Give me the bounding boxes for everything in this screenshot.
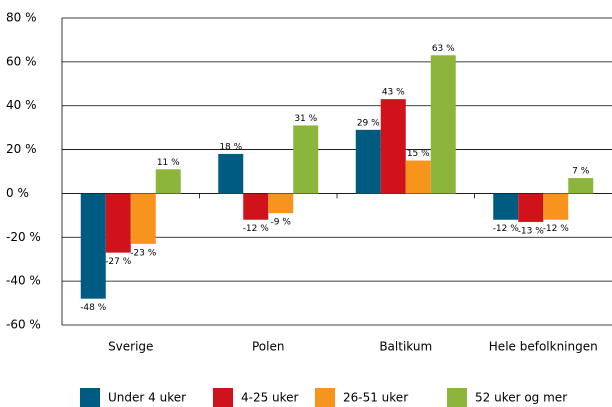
legend-swatch — [447, 388, 467, 407]
bar — [155, 169, 181, 194]
y-tick-label: 0 % — [6, 186, 29, 200]
data-label: -13 % — [518, 226, 545, 236]
bar — [493, 193, 519, 220]
legend-label: 52 uker og mer — [475, 391, 567, 405]
data-label: 7 % — [572, 167, 590, 177]
legend-label: 4-25 uker — [241, 391, 299, 405]
data-label: 18 % — [219, 142, 242, 152]
bar — [568, 178, 594, 194]
data-label: -12 % — [543, 224, 570, 234]
y-tick-label: 60 % — [6, 54, 37, 68]
bar — [243, 193, 269, 220]
legend-swatch — [213, 388, 233, 407]
x-tick-label: Polen — [252, 340, 284, 354]
bar — [268, 193, 294, 214]
data-label: -23 % — [130, 248, 157, 258]
data-label: -12 % — [243, 224, 270, 234]
data-label: -9 % — [271, 218, 292, 228]
x-tick-label: Sverige — [108, 340, 153, 354]
data-label: 15 % — [407, 149, 430, 159]
data-label: 31 % — [294, 114, 317, 124]
x-tick-label: Baltikum — [379, 340, 432, 354]
data-label: -12 % — [493, 224, 520, 234]
bar — [105, 193, 131, 253]
x-tick-label: Hele befolkningen — [489, 340, 598, 354]
bar — [218, 153, 244, 194]
bar — [430, 55, 456, 194]
bar — [355, 129, 381, 194]
legend-swatch — [315, 388, 335, 407]
y-tick-label: -40 % — [6, 274, 41, 288]
y-tick-label: -20 % — [6, 230, 41, 244]
legend-label: Under 4 uker — [108, 391, 186, 405]
data-label: 43 % — [382, 88, 405, 98]
legend-swatch — [80, 388, 100, 407]
y-tick-label: -60 % — [6, 318, 41, 332]
data-label: 29 % — [357, 118, 380, 128]
data-label: -48 % — [80, 303, 107, 313]
data-label: -27 % — [105, 257, 132, 267]
data-label: 63 % — [432, 44, 455, 54]
bar — [518, 193, 544, 222]
bar — [543, 193, 569, 220]
data-label: 11 % — [157, 158, 180, 168]
y-tick-label: 80 % — [6, 11, 37, 25]
bar — [130, 193, 156, 244]
bar — [80, 193, 106, 299]
y-tick-label: 20 % — [6, 142, 37, 156]
bar — [405, 160, 431, 194]
y-tick-label: 40 % — [6, 98, 37, 112]
bar — [380, 99, 406, 194]
bar — [293, 125, 319, 194]
legend-label: 26-51 uker — [343, 391, 408, 405]
